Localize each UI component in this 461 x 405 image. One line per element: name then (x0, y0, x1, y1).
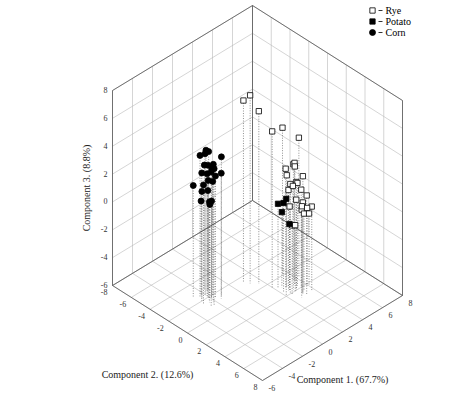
svg-text:-6: -6 (120, 300, 127, 309)
svg-text:-2: -2 (101, 225, 108, 234)
svg-text:0: 0 (104, 197, 108, 206)
svg-text:6: 6 (235, 371, 239, 380)
svg-text:4: 4 (104, 142, 108, 151)
svg-text:-4: -4 (138, 312, 145, 321)
svg-text:0: 0 (179, 336, 183, 345)
svg-text:8: 8 (409, 299, 413, 308)
svg-text:Component 1. (67.7%): Component 1. (67.7%) (297, 374, 389, 386)
svg-text:4: 4 (216, 359, 220, 368)
svg-text:8: 8 (104, 86, 108, 95)
svg-text:-4: -4 (289, 372, 296, 381)
svg-text:Rye: Rye (386, 5, 402, 16)
svg-text:Component 3. (8.8%): Component 3. (8.8%) (81, 145, 93, 232)
svg-text:-8: -8 (100, 288, 108, 298)
svg-text:-6: -6 (101, 281, 108, 290)
svg-text:-4: -4 (101, 253, 108, 262)
svg-text:Potato: Potato (386, 16, 412, 27)
svg-text:-2: -2 (157, 324, 164, 333)
svg-text:-6: -6 (269, 384, 276, 393)
svg-text:8: 8 (254, 383, 258, 392)
svg-text:Component 2. (12.6%): Component 2. (12.6%) (102, 369, 194, 381)
svg-text:6: 6 (389, 311, 393, 320)
svg-text:Corn: Corn (386, 27, 406, 38)
svg-text:-2: -2 (309, 360, 316, 369)
svg-text:6: 6 (104, 114, 108, 123)
svg-text:0: 0 (329, 348, 333, 357)
svg-text:2: 2 (104, 170, 108, 179)
svg-text:2: 2 (197, 347, 201, 356)
svg-text:4: 4 (369, 323, 373, 332)
svg-text:2: 2 (349, 335, 353, 344)
